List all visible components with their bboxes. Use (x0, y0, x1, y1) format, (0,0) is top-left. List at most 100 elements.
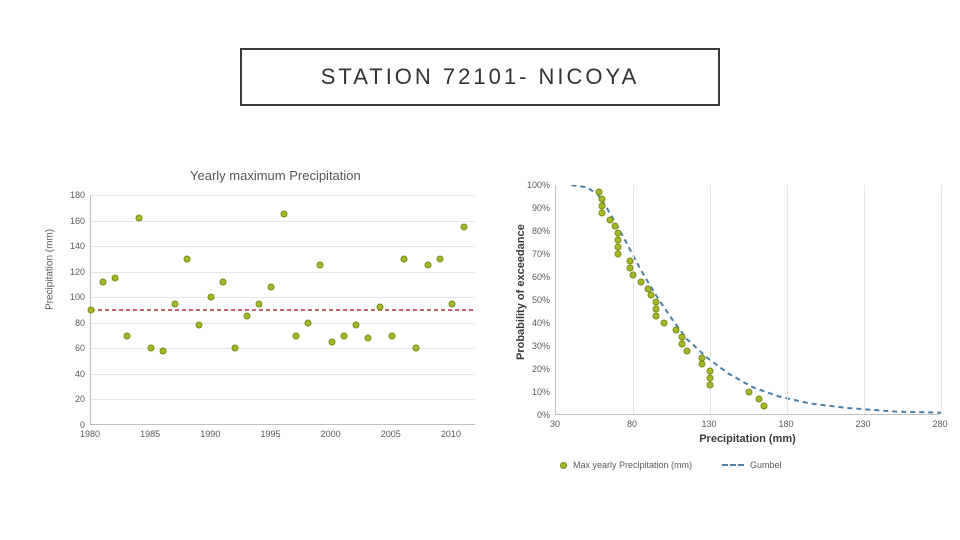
left-data-point (232, 345, 239, 352)
left-xtick: 1980 (80, 429, 100, 439)
left-data-point (196, 322, 203, 329)
right-gridline (941, 185, 942, 414)
left-data-point (256, 300, 263, 307)
left-gridline (91, 297, 475, 298)
right-data-point (648, 292, 655, 299)
left-ytick: 40 (55, 369, 85, 379)
left-xtick: 1995 (260, 429, 280, 439)
left-data-point (100, 278, 107, 285)
right-ytick: 30% (518, 341, 550, 351)
right-ytick: 40% (518, 318, 550, 328)
left-ytick: 100 (55, 292, 85, 302)
left-ytick: 180 (55, 190, 85, 200)
left-data-point (148, 345, 155, 352)
left-ytick: 60 (55, 343, 85, 353)
right-data-point (606, 216, 613, 223)
right-ytick: 90% (518, 203, 550, 213)
left-ytick: 140 (55, 241, 85, 251)
left-data-point (244, 313, 251, 320)
left-data-point (352, 322, 359, 329)
right-ytick: 0% (518, 410, 550, 420)
left-gridline (91, 246, 475, 247)
left-data-point (400, 255, 407, 262)
right-plot-area (555, 185, 940, 415)
left-ytick: 20 (55, 394, 85, 404)
right-gridline (864, 185, 865, 414)
right-data-point (745, 389, 752, 396)
left-chart-title: Yearly maximum Precipitation (190, 168, 361, 183)
right-ylabel: Probability of exceedance (515, 224, 527, 360)
left-data-point (184, 255, 191, 262)
right-xtick: 30 (550, 419, 560, 429)
left-gridline (91, 221, 475, 222)
legend-item-series: Max yearly Precipitation (mm) (560, 460, 692, 470)
right-ytick: 70% (518, 249, 550, 259)
left-data-point (292, 332, 299, 339)
left-data-point (436, 255, 443, 262)
left-gridline (91, 195, 475, 196)
left-xtick: 1985 (140, 429, 160, 439)
left-data-point (88, 307, 95, 314)
right-xtick: 280 (932, 419, 947, 429)
left-ytick: 80 (55, 318, 85, 328)
left-data-point (160, 347, 167, 354)
right-xtick: 130 (701, 419, 716, 429)
left-chart: Precipitation (mm) 020406080100120140160… (55, 195, 475, 455)
right-data-point (637, 278, 644, 285)
left-data-point (112, 275, 119, 282)
right-data-point (630, 271, 637, 278)
right-data-point (653, 313, 660, 320)
left-data-point (316, 262, 323, 269)
legend-item-gumbel: Gumbel (722, 460, 782, 470)
right-gridline (787, 185, 788, 414)
right-data-point (660, 320, 667, 327)
left-plot-area (90, 195, 475, 425)
left-data-point (460, 223, 467, 230)
left-ytick: 120 (55, 267, 85, 277)
left-refline-layer (91, 195, 476, 425)
left-data-point (172, 300, 179, 307)
left-data-point (424, 262, 431, 269)
left-ylabel: Precipitation (mm) (45, 229, 56, 310)
left-data-point (208, 294, 215, 301)
legend-gumbel-label: Gumbel (750, 460, 782, 470)
right-data-point (707, 382, 714, 389)
right-data-point (699, 361, 706, 368)
left-data-point (268, 284, 275, 291)
right-ytick: 80% (518, 226, 550, 236)
left-data-point (388, 332, 395, 339)
right-data-point (760, 402, 767, 409)
left-data-point (124, 332, 131, 339)
right-data-point (614, 251, 621, 258)
left-xtick: 1990 (200, 429, 220, 439)
left-data-point (280, 211, 287, 218)
left-data-point (304, 319, 311, 326)
left-gridline (91, 323, 475, 324)
legend-marker-icon (560, 462, 567, 469)
right-data-point (756, 395, 763, 402)
right-ytick: 10% (518, 387, 550, 397)
left-data-point (412, 345, 419, 352)
legend-line-icon (722, 464, 744, 466)
right-xlabel: Precipitation (mm) (555, 433, 940, 445)
right-ytick: 100% (518, 180, 550, 190)
left-ytick: 160 (55, 216, 85, 226)
right-ytick: 50% (518, 295, 550, 305)
left-data-point (220, 278, 227, 285)
right-ytick: 20% (518, 364, 550, 374)
left-xtick: 2005 (381, 429, 401, 439)
left-data-point (328, 338, 335, 345)
right-chart: Probability of exceedance Precipitation … (510, 185, 945, 465)
right-data-point (679, 340, 686, 347)
left-data-point (376, 304, 383, 311)
right-data-point (683, 347, 690, 354)
left-gridline (91, 374, 475, 375)
left-gridline (91, 399, 475, 400)
right-xtick: 230 (855, 419, 870, 429)
right-line-layer (556, 185, 941, 415)
gumbel-curve (571, 185, 941, 413)
left-data-point (136, 215, 143, 222)
left-data-point (340, 332, 347, 339)
right-gridline (633, 185, 634, 414)
right-xtick: 80 (627, 419, 637, 429)
